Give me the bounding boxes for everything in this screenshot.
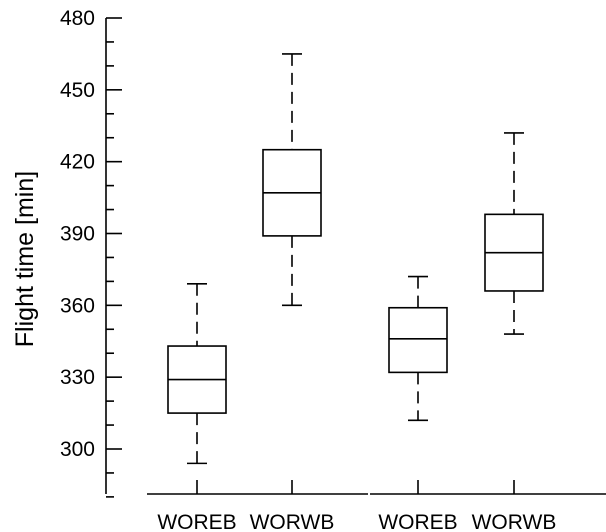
- axes: [105, 17, 606, 498]
- box-2-worwb: [262, 53, 322, 307]
- y-tick-label-390: 390: [60, 223, 95, 246]
- y-tick-label-330: 330: [60, 366, 95, 389]
- box-3-woreb: [388, 275, 448, 422]
- box-1-woreb: [167, 282, 227, 465]
- x-tick-label-woreb: WOREB: [378, 511, 457, 532]
- y-tick-label-480: 480: [60, 7, 95, 30]
- y-tick-label-420: 420: [60, 151, 95, 174]
- y-tick-label-450: 450: [60, 79, 95, 102]
- x-tick-label-woreb: WOREB: [157, 511, 236, 532]
- x-tick-label-worwb: WORWB: [250, 511, 335, 532]
- y-axis-title: Flight time [min]: [11, 171, 39, 347]
- y-tick-label-300: 300: [60, 438, 95, 461]
- y-tick-label-360: 360: [60, 294, 95, 317]
- boxes: [167, 53, 544, 465]
- box-4-worwb: [484, 132, 544, 335]
- x-tick-labels: WOREB WORWB WOREB WORWB: [157, 511, 556, 532]
- x-tick-label-worwb: WORWB: [472, 511, 557, 532]
- iqr-box: [388, 306, 448, 374]
- y-tick-labels: 300 330 360 390 420 450 480: [60, 7, 95, 461]
